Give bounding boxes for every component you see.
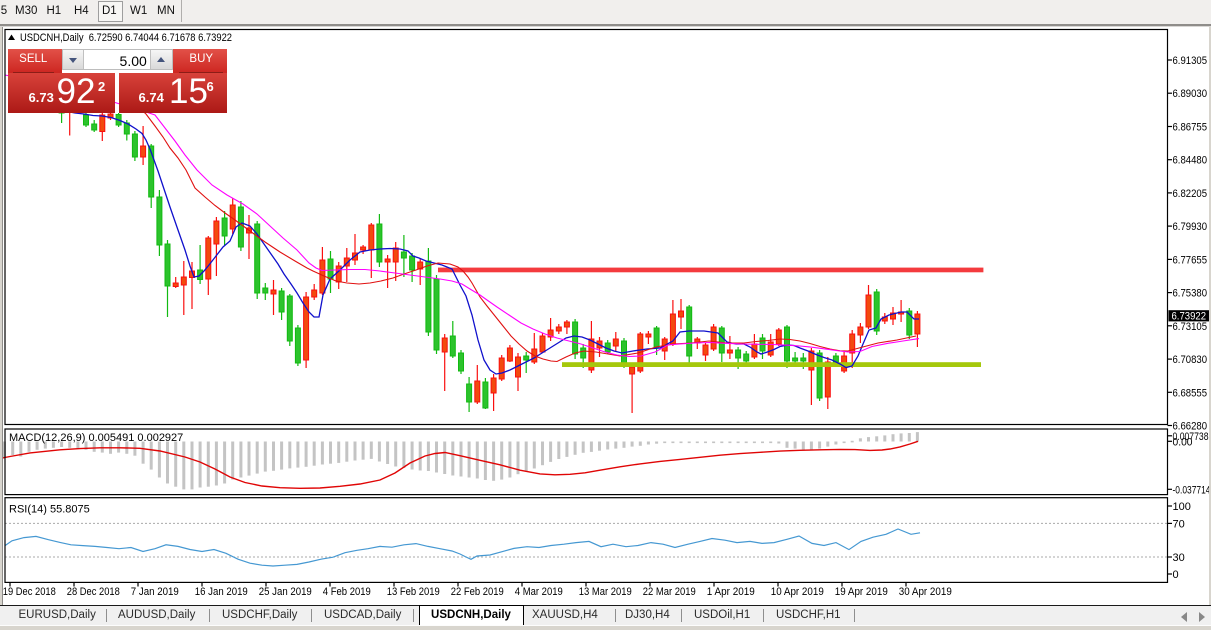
svg-text:USDCNH,Daily 6.72590 6.74044: USDCNH,Daily 6.72590 6.74044 6.71678 6.7… bbox=[20, 32, 232, 44]
svg-text:6.70830: 6.70830 bbox=[1173, 354, 1208, 366]
svg-text:0.007738: 0.007738 bbox=[1173, 431, 1209, 443]
svg-text:19 Dec 2018: 19 Dec 2018 bbox=[3, 586, 56, 598]
svg-text:6.79930: 6.79930 bbox=[1173, 221, 1208, 233]
svg-text:22 Mar 2019: 22 Mar 2019 bbox=[643, 586, 696, 598]
svg-text:6.84480: 6.84480 bbox=[1173, 155, 1208, 167]
svg-text:70: 70 bbox=[1173, 518, 1185, 530]
svg-text:10 Apr 2019: 10 Apr 2019 bbox=[771, 586, 824, 598]
svg-text:6.86755: 6.86755 bbox=[1173, 122, 1208, 134]
svg-text:25 Jan 2019: 25 Jan 2019 bbox=[259, 586, 312, 598]
svg-text:-0.037714: -0.037714 bbox=[1173, 484, 1211, 496]
svg-text:RSI(14) 55.8075: RSI(14) 55.8075 bbox=[9, 504, 90, 516]
svg-text:30 Apr 2019: 30 Apr 2019 bbox=[899, 586, 952, 598]
svg-text:30: 30 bbox=[1173, 552, 1185, 564]
svg-text:6.73922: 6.73922 bbox=[1172, 311, 1207, 323]
svg-text:6.66280: 6.66280 bbox=[1173, 421, 1208, 433]
svg-text:4 Mar 2019: 4 Mar 2019 bbox=[515, 586, 563, 598]
svg-text:0.00: 0.00 bbox=[1173, 436, 1193, 448]
svg-text:100: 100 bbox=[1173, 501, 1191, 513]
svg-text:13 Mar 2019: 13 Mar 2019 bbox=[579, 586, 632, 598]
svg-text:1 Apr 2019: 1 Apr 2019 bbox=[707, 586, 755, 598]
svg-text:6.75380: 6.75380 bbox=[1173, 288, 1208, 300]
svg-text:19 Apr 2019: 19 Apr 2019 bbox=[835, 586, 888, 598]
svg-text:7 Jan 2019: 7 Jan 2019 bbox=[131, 586, 179, 598]
svg-text:0: 0 bbox=[1173, 569, 1179, 581]
svg-text:13 Feb 2019: 13 Feb 2019 bbox=[387, 586, 440, 598]
svg-text:6.68555: 6.68555 bbox=[1173, 387, 1208, 399]
svg-text:6.89030: 6.89030 bbox=[1173, 88, 1208, 100]
svg-text:6.82205: 6.82205 bbox=[1173, 188, 1208, 200]
svg-text:28 Dec 2018: 28 Dec 2018 bbox=[67, 586, 120, 598]
svg-text:6.73105: 6.73105 bbox=[1173, 321, 1208, 333]
svg-text:6.77655: 6.77655 bbox=[1173, 254, 1208, 266]
svg-text:4 Feb 2019: 4 Feb 2019 bbox=[323, 586, 371, 598]
svg-text:MACD(12,26,9) 0.005491 0.00292: MACD(12,26,9) 0.005491 0.002927 bbox=[9, 432, 183, 444]
svg-text:6.91305: 6.91305 bbox=[1173, 55, 1208, 67]
svg-text:16 Jan 2019: 16 Jan 2019 bbox=[195, 586, 248, 598]
svg-text:22 Feb 2019: 22 Feb 2019 bbox=[451, 586, 504, 598]
